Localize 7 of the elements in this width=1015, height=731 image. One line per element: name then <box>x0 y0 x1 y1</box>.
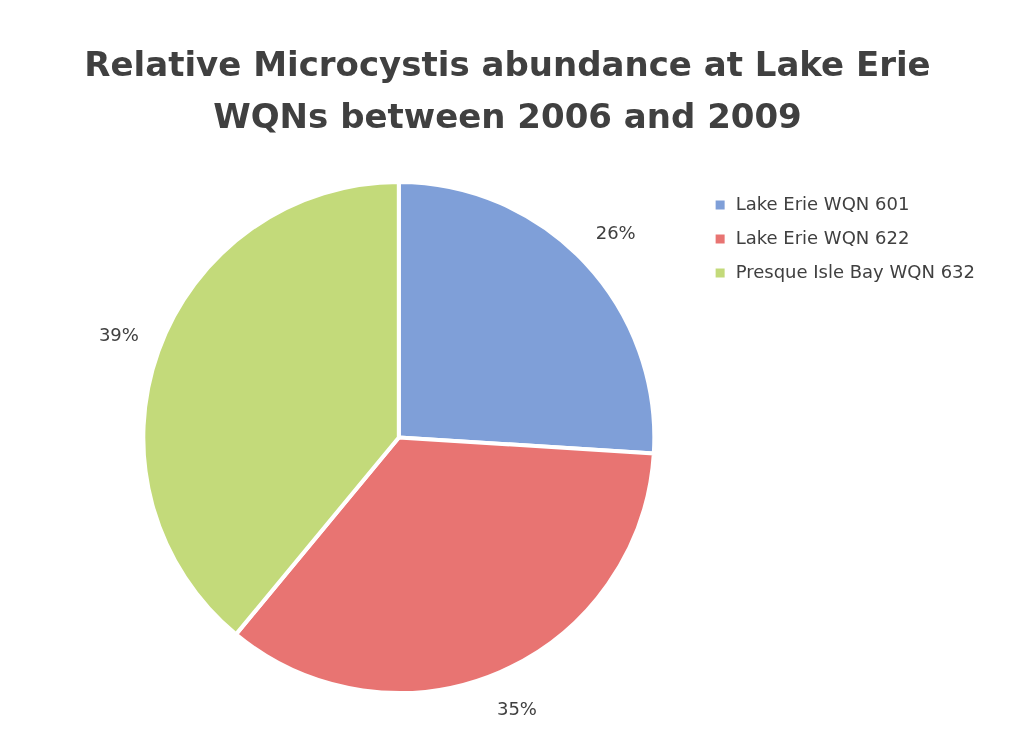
data-label: 26% <box>595 221 636 243</box>
chart-title: Relative Microcystis abundance at Lake Erie WQNs between 2006 and 2009 <box>83 43 932 138</box>
data-label: 39% <box>98 324 139 346</box>
legend-label: Presque Isle Bay WQN 632 <box>735 260 975 282</box>
data-label: 35% <box>496 698 537 720</box>
legend-label: Lake Erie WQN 601 <box>735 192 910 214</box>
legend-label: Lake Erie WQN 622 <box>735 226 910 248</box>
